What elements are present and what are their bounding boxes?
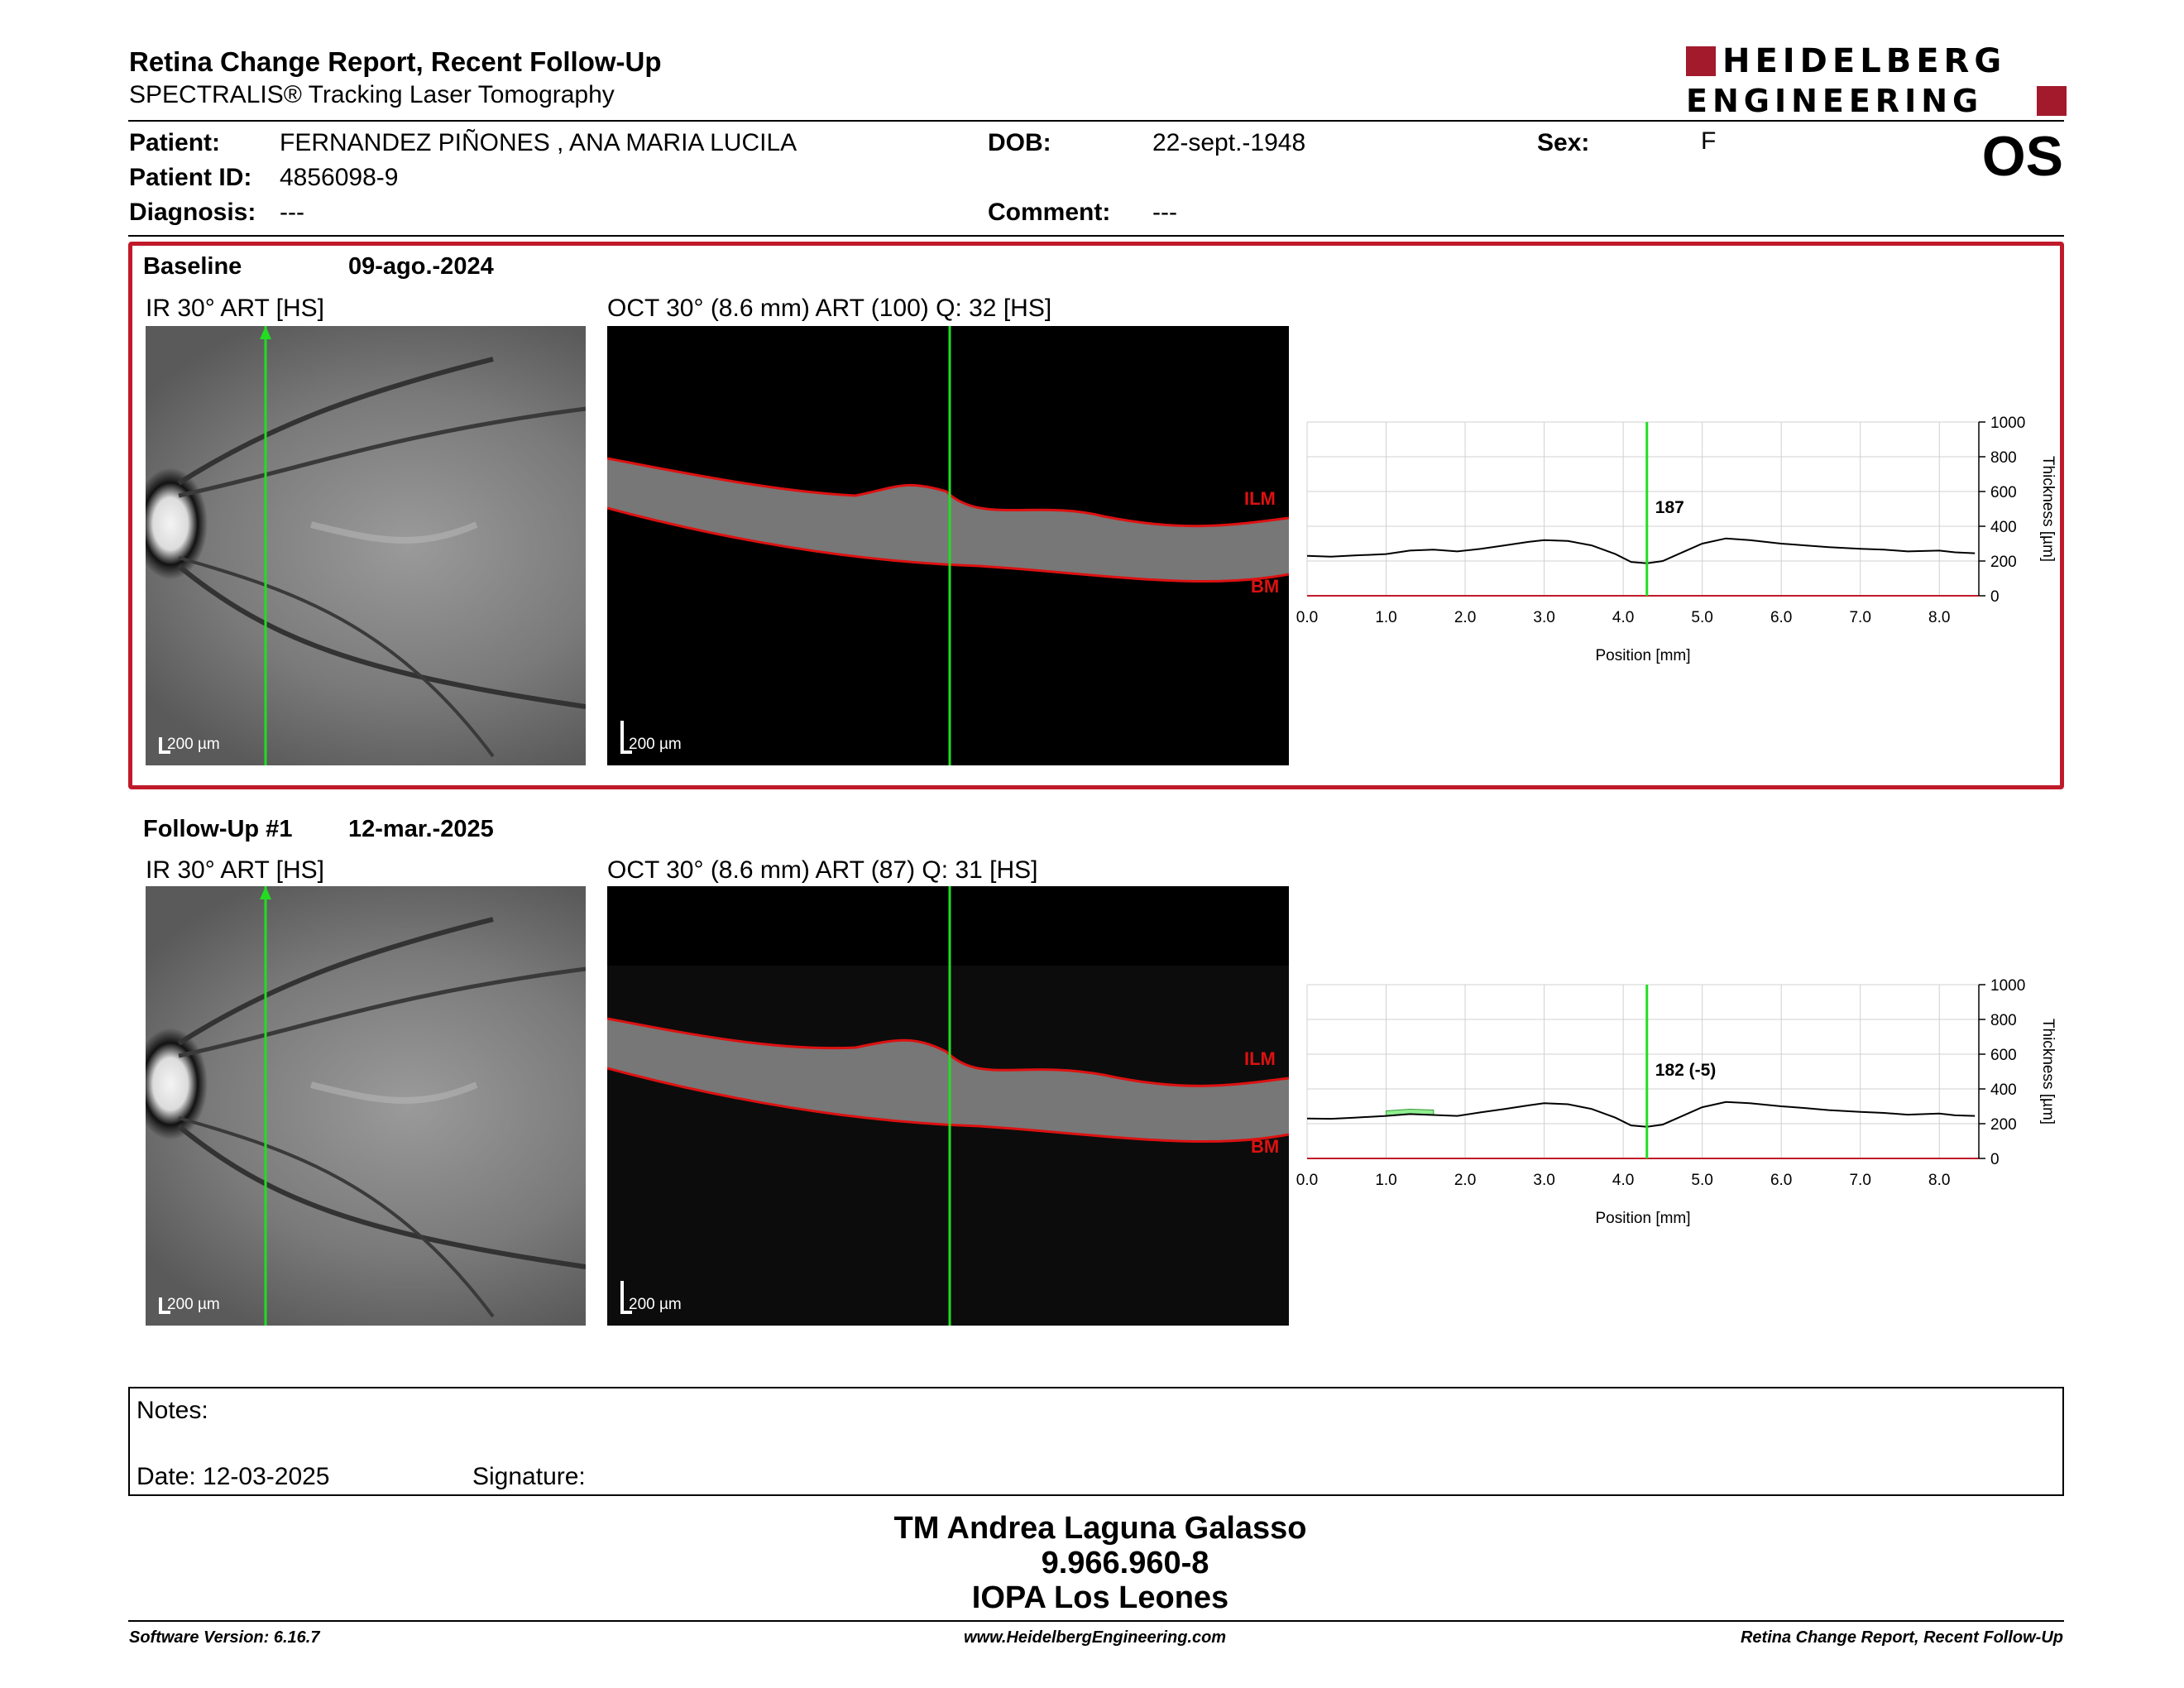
x-tick-label: 1.0 <box>1375 609 1396 626</box>
x-tick-label: 6.0 <box>1770 1172 1792 1189</box>
followup-ir-scale-text: 200 µm <box>167 1296 220 1313</box>
notes-label: Notes: <box>136 1397 208 1424</box>
followup-ir-fundus-image: 200 µm <box>146 886 586 1326</box>
notes-box: Notes: Date: 12-03-2025 Signature: <box>128 1387 2064 1496</box>
followup-oct-layers: ILM BM <box>607 886 1289 1326</box>
baseline-ir-scale-text: 200 µm <box>167 736 220 753</box>
baseline-fundus-vessels <box>177 326 586 765</box>
x-tick-label: 5.0 <box>1691 609 1712 626</box>
baseline-bm-label: BM <box>1251 576 1279 597</box>
heidelberg-logo: HEIDELBERG ENGINEERING <box>1686 45 2067 121</box>
y-tick-label: 1000 <box>1990 977 2025 995</box>
y-tick-label: 800 <box>1990 1012 2017 1029</box>
x-tick-label: 5.0 <box>1691 1172 1712 1189</box>
x-tick-label: 0.0 <box>1296 1172 1318 1189</box>
comment-value: --- <box>1152 199 1177 226</box>
patient-id-label: Patient ID: <box>129 164 252 191</box>
x-tick-label: 2.0 <box>1454 1172 1476 1189</box>
x-tick-label: 3.0 <box>1533 609 1554 626</box>
footer-divider <box>128 1620 2064 1622</box>
baseline-oct-scale-text: 200 µm <box>629 736 682 753</box>
y-tick-label: 1000 <box>1990 415 2025 432</box>
sex-value: F <box>1701 127 1717 155</box>
thickness-series-line <box>1306 537 1976 564</box>
signature-label: Signature: <box>472 1463 586 1490</box>
diagnosis-value: --- <box>280 199 304 226</box>
x-tick-label: 1.0 <box>1375 1172 1396 1189</box>
x-tick-label: 8.0 <box>1928 1172 1950 1189</box>
y-tick-label: 200 <box>1990 1116 2017 1134</box>
y-axis-label: Thickness [µm] <box>2039 456 2057 562</box>
y-tick-label: 0 <box>1990 588 2000 606</box>
cursor-thickness-value: 182 (-5) <box>1655 1061 1717 1080</box>
followup-bm-label: BM <box>1251 1136 1279 1157</box>
cursor-thickness-value: 187 <box>1655 498 1684 517</box>
followup-thickness-chart: 0.0 1.0 2.0 3.0 4.0 5.0 6.0 7.0 8.0 0 200 400 600 800… <box>1296 977 2057 1227</box>
baseline-oct-bscan: ILM BM 200 µm <box>607 326 1289 765</box>
x-tick-label: 2.0 <box>1454 609 1476 626</box>
x-tick-label: 6.0 <box>1770 609 1792 626</box>
y-tick-label: 600 <box>1990 484 2017 501</box>
baseline-ilm-label: ILM <box>1244 488 1276 509</box>
baseline-oct-layers: ILM BM <box>607 326 1289 765</box>
y-tick-label: 800 <box>1990 449 2017 467</box>
y-tick-label: 400 <box>1990 519 2017 536</box>
baseline-highlight-box <box>128 242 2064 789</box>
baseline-ir-label: IR 30° ART [HS] <box>146 295 324 322</box>
eye-indicator: OS <box>1981 125 2063 188</box>
x-axis-label: Position [mm] <box>1595 1210 1690 1227</box>
report-subtitle: SPECTRALIS® Tracking Laser Tomography <box>129 81 615 108</box>
signature-id: 9.966.960-8 <box>1041 1546 1209 1580</box>
logo-square-top <box>1686 46 1716 76</box>
x-tick-label: 4.0 <box>1612 609 1634 626</box>
x-tick-label: 4.0 <box>1612 1172 1634 1189</box>
x-tick-label: 7.0 <box>1849 1172 1870 1189</box>
thickness-series-line <box>1306 1101 1976 1128</box>
x-axis-label: Position [mm] <box>1595 647 1690 664</box>
logo-square-bottom <box>2037 86 2067 116</box>
logo-line2: ENGINEERING <box>1686 83 1984 119</box>
baseline-ir-fundus-image: 200 µm <box>146 326 586 765</box>
signature-institution: IOPA Los Leones <box>971 1580 1229 1615</box>
followup-date: 12-mar.-2025 <box>348 816 494 842</box>
x-tick-label: 0.0 <box>1296 609 1318 626</box>
followup-ilm-label: ILM <box>1244 1048 1276 1069</box>
patient-id: 4856098-9 <box>280 164 399 191</box>
baseline-label: Baseline <box>143 253 242 280</box>
footer-report-name: Retina Change Report, Recent Follow-Up <box>1740 1628 2063 1647</box>
logo-line1: HEIDELBERG <box>1722 42 2007 80</box>
patient-label: Patient: <box>129 129 221 156</box>
x-tick-label: 7.0 <box>1849 609 1870 626</box>
followup-oct-bscan: ILM BM 200 µm <box>607 886 1289 1326</box>
y-tick-label: 200 <box>1990 554 2017 571</box>
dob-value: 22-sept.-1948 <box>1152 129 1306 156</box>
patient-divider <box>128 235 2064 237</box>
footer-software-version: Software Version: 6.16.7 <box>129 1628 320 1647</box>
y-tick-label: 0 <box>1990 1151 2000 1168</box>
y-tick-label: 400 <box>1990 1081 2017 1099</box>
sex-label: Sex: <box>1537 129 1590 156</box>
comment-label: Comment: <box>988 199 1111 226</box>
y-tick-label: 600 <box>1990 1047 2017 1064</box>
patient-name: FERNANDEZ PIÑONES , ANA MARIA LUCILA <box>280 129 797 156</box>
baseline-oct-label: OCT 30° (8.6 mm) ART (100) Q: 32 [HS] <box>607 295 1052 322</box>
diagnosis-label: Diagnosis: <box>129 199 256 226</box>
dob-label: DOB: <box>988 129 1051 156</box>
report-title: Retina Change Report, Recent Follow-Up <box>129 46 662 77</box>
baseline-thickness-chart: 0.0 1.0 2.0 3.0 4.0 5.0 6.0 7.0 8.0 0 200 400 600 800… <box>1296 415 2057 664</box>
followup-oct-scale-text: 200 µm <box>629 1296 682 1313</box>
notes-date: Date: 12-03-2025 <box>136 1463 330 1490</box>
header-divider <box>128 120 2064 122</box>
y-axis-label: Thickness [µm] <box>2039 1019 2057 1125</box>
signature-name: TM Andrea Laguna Galasso <box>893 1511 1307 1546</box>
followup-label: Follow-Up #1 <box>143 816 293 842</box>
followup-fundus-vessels <box>177 886 586 1326</box>
baseline-date: 09-ago.-2024 <box>348 253 494 280</box>
x-tick-label: 3.0 <box>1533 1172 1554 1189</box>
footer-website: www.HeidelbergEngineering.com <box>964 1628 1227 1647</box>
followup-oct-label: OCT 30° (8.6 mm) ART (87) Q: 31 [HS] <box>607 856 1038 884</box>
x-tick-label: 8.0 <box>1928 609 1950 626</box>
followup-ir-label: IR 30° ART [HS] <box>146 856 324 884</box>
